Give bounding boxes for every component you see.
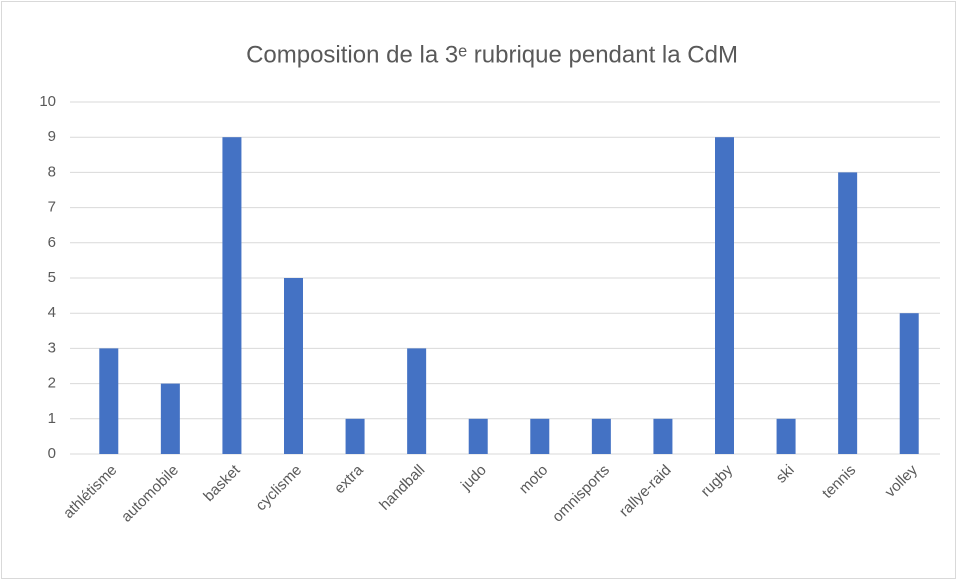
y-tick-label: 7 [48,199,56,216]
bar [653,418,673,454]
bar [530,418,550,454]
bar [222,137,242,454]
y-tick-label: 6 [48,234,56,251]
y-tick-label: 5 [48,269,56,286]
y-tick-label: 10 [39,93,56,110]
bar [591,418,611,454]
bar [468,418,488,454]
bar [99,348,119,454]
bar [284,278,303,454]
bar [899,313,919,454]
bar [776,418,796,454]
bar [407,348,427,454]
y-tick-label: 9 [48,128,56,145]
y-tick-label: 0 [48,445,56,462]
bar [160,383,180,454]
y-tick-label: 8 [48,163,56,180]
y-tick-label: 2 [48,375,56,392]
bar [715,137,734,454]
y-tick-label: 1 [48,410,56,427]
bar [838,172,858,454]
bar [345,418,365,454]
y-tick-label: 4 [48,304,56,321]
chart-title: Composition de la 3ᵉ rubrique pendant la… [246,41,738,68]
y-tick-label: 3 [48,339,56,356]
